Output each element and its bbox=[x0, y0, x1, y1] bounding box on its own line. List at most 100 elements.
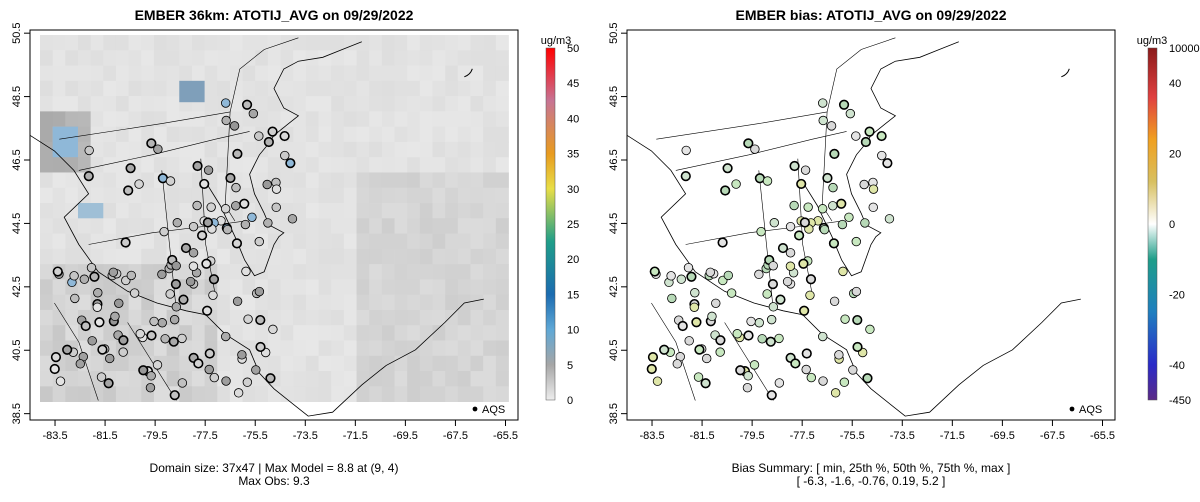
grid-cell bbox=[293, 279, 307, 296]
grid-cell bbox=[305, 218, 319, 234]
grid-cell bbox=[280, 111, 294, 128]
aqs-site bbox=[838, 266, 848, 277]
grid-cell bbox=[103, 279, 117, 296]
grid-cell bbox=[356, 279, 370, 296]
grid-cell bbox=[419, 35, 433, 51]
grid-cell bbox=[280, 65, 294, 82]
grid-cell bbox=[242, 248, 256, 265]
aqs-site bbox=[52, 266, 63, 277]
grid-cell bbox=[40, 325, 54, 341]
aqs-site bbox=[170, 279, 182, 290]
grid-cell bbox=[331, 218, 345, 234]
aqs-site bbox=[123, 185, 134, 196]
grid-cell bbox=[153, 371, 168, 387]
grid-cell bbox=[457, 340, 471, 357]
grid-cell bbox=[77, 126, 92, 143]
aqs-site bbox=[204, 348, 215, 359]
aqs-site bbox=[229, 121, 240, 131]
grid-cell bbox=[495, 157, 509, 173]
aqs-site bbox=[766, 314, 777, 325]
grid-cell bbox=[141, 248, 155, 265]
grid-cell bbox=[280, 233, 294, 250]
plot-frame bbox=[626, 29, 1116, 421]
colorbar-tick-label: 0 bbox=[1169, 219, 1175, 231]
grid-cell bbox=[128, 126, 142, 143]
aqs-site bbox=[180, 242, 192, 254]
grid-cell bbox=[318, 35, 332, 51]
grid-cell bbox=[470, 355, 484, 372]
grid-cell bbox=[445, 80, 459, 97]
aqs-site bbox=[248, 108, 259, 119]
grid-cell bbox=[166, 203, 180, 219]
grid-cell bbox=[457, 233, 471, 250]
grid-cell bbox=[394, 65, 408, 82]
grid-cell bbox=[242, 80, 256, 97]
aqs-site bbox=[231, 201, 241, 211]
grid-cell bbox=[394, 203, 408, 219]
aqs-site bbox=[125, 163, 136, 174]
grid-cell bbox=[432, 172, 446, 189]
grid-cell bbox=[141, 157, 155, 173]
grid-cell bbox=[432, 111, 446, 128]
aqs-site bbox=[768, 302, 779, 312]
grid-cell bbox=[495, 309, 509, 326]
grid-cell bbox=[229, 264, 243, 280]
grid-cell bbox=[166, 111, 180, 128]
grid-cell bbox=[179, 65, 193, 82]
grid-cell bbox=[419, 264, 433, 280]
aqs-site bbox=[262, 179, 272, 190]
grid-cell bbox=[445, 248, 459, 265]
grid-cell bbox=[204, 233, 218, 250]
aqs-site bbox=[160, 334, 170, 344]
grid-cell bbox=[470, 96, 484, 112]
grid-cell bbox=[470, 279, 484, 296]
grid-cell bbox=[128, 309, 142, 326]
grid-cell bbox=[305, 309, 319, 326]
grid-cell bbox=[356, 96, 370, 112]
grid-cell bbox=[369, 157, 383, 173]
grid-cell bbox=[495, 65, 509, 82]
x-tick-label: -65.5 bbox=[1090, 430, 1115, 442]
grid-cell bbox=[495, 141, 509, 158]
grid-cell bbox=[495, 50, 509, 66]
grid-cell bbox=[77, 340, 92, 357]
grid-cell bbox=[305, 157, 319, 173]
grid-cell bbox=[229, 325, 243, 341]
grid-cell bbox=[369, 340, 383, 357]
caption-line: Bias Summary: [ min, 25th %, 50th %, 75t… bbox=[732, 461, 1011, 475]
aqs-site bbox=[818, 115, 828, 126]
aqs-site bbox=[830, 388, 841, 398]
grid-cell bbox=[483, 294, 497, 311]
aqs-site bbox=[232, 296, 243, 307]
grid-cell bbox=[381, 279, 395, 296]
aqs-site bbox=[805, 274, 817, 285]
aqs-site bbox=[705, 267, 716, 277]
grid-cell bbox=[318, 386, 332, 402]
grid-cell bbox=[407, 309, 421, 326]
grid-cell bbox=[153, 233, 168, 250]
grid-cell bbox=[191, 50, 206, 66]
grid-cell bbox=[242, 141, 256, 158]
grid-cell bbox=[432, 248, 446, 265]
grid-cell bbox=[343, 355, 357, 372]
grid-cell bbox=[419, 340, 433, 357]
aqs-site bbox=[767, 279, 779, 290]
grid-cell bbox=[331, 264, 345, 280]
grid-cell bbox=[40, 157, 54, 173]
aqs-site bbox=[197, 230, 208, 241]
grid-cell bbox=[445, 187, 459, 204]
state-border bbox=[54, 302, 99, 401]
grid-cell bbox=[432, 157, 446, 173]
grid-cell bbox=[229, 187, 243, 204]
grid-cell bbox=[115, 96, 130, 112]
grid-cell bbox=[40, 187, 54, 204]
grid-cell bbox=[40, 80, 54, 97]
grid-cell bbox=[343, 325, 357, 341]
grid-cell bbox=[166, 157, 180, 173]
grid-cell bbox=[40, 96, 54, 112]
colorbar-tick-label: 10000 bbox=[1169, 43, 1200, 55]
aqs-site bbox=[702, 353, 712, 364]
coastline bbox=[205, 41, 362, 277]
grid-cell bbox=[483, 248, 497, 265]
grid-cell bbox=[77, 187, 92, 204]
